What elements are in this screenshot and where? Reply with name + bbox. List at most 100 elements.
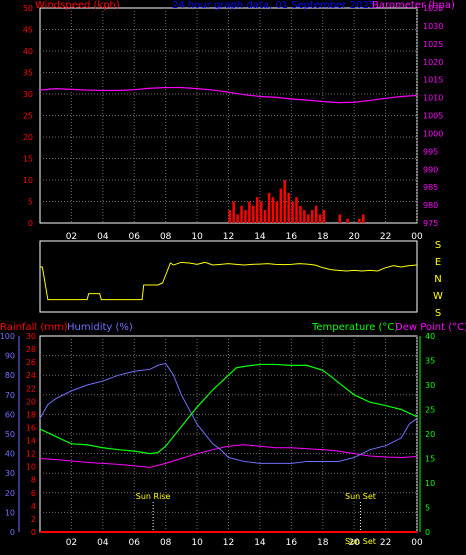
- rainfall-tick-label: 16: [26, 423, 36, 432]
- x-tick-label: 02: [66, 538, 77, 548]
- wind-pressure-x-ticks: 02 04 06 08 10 12 14 16 18 20 22 00: [66, 232, 423, 242]
- compass-label: W: [433, 291, 443, 302]
- humidity-axis-title: Humidity (%): [67, 322, 133, 333]
- windspeed-tick-label: 15: [23, 155, 33, 164]
- x-tick-label: 04: [97, 538, 109, 548]
- windspeed-bar: [287, 192, 290, 223]
- wind-direction-frame: [39, 240, 418, 313]
- compass-label: N: [434, 274, 441, 285]
- temperature-tick-label: 0: [425, 528, 430, 537]
- x-tick-label: 04: [97, 232, 109, 242]
- temperature-tick-label: 35: [425, 357, 435, 366]
- x-tick-label: 22: [380, 232, 391, 242]
- rainfall-tick-label: 4: [31, 502, 36, 511]
- windspeed-bar: [240, 205, 243, 223]
- x-tick-label: 18: [317, 538, 329, 548]
- humidity-tick-label: 40: [5, 450, 15, 459]
- temperature-tick-label: 5: [425, 504, 430, 513]
- temperature-tick-label: 25: [425, 406, 435, 415]
- windspeed-bar: [255, 197, 259, 223]
- barometer-line: [39, 86, 418, 104]
- windspeed-bar: [244, 210, 247, 223]
- x-tick-label: 16: [286, 232, 298, 242]
- humidity-line: [39, 362, 418, 464]
- barometer-axis-ticks: 975 980 985 990 995 1000 1005 1010 1015 1020 1025 1…: [423, 4, 443, 228]
- windspeed-tick-label: 5: [28, 198, 33, 207]
- x-tick-label: 22: [380, 538, 391, 548]
- windspeed-bar: [279, 188, 283, 223]
- windspeed-bar: [318, 214, 322, 223]
- rainfall-tick-label: 26: [26, 358, 36, 367]
- temperature-tick-label: 20: [425, 430, 435, 439]
- rainfall-tick-label: 28: [26, 345, 36, 354]
- barometer-series: [39, 86, 418, 104]
- barometer-tick-label: 980: [423, 201, 438, 210]
- windspeed-tick-label: 10: [23, 176, 33, 185]
- dew-point-series: [39, 444, 418, 468]
- x-tick-label: 06: [129, 232, 141, 242]
- x-tick-label: 08: [160, 538, 172, 548]
- dew-point-line: [39, 444, 418, 468]
- windspeed-bar: [275, 201, 279, 223]
- windspeed-tick-label: 25: [23, 112, 33, 121]
- humidity-tick-label: 70: [5, 391, 15, 400]
- temperature-axis-ticks: 0 5 10 15 20 25 30 35 40: [419, 332, 435, 537]
- x-tick-label: 08: [160, 232, 172, 242]
- compass-label: E: [435, 257, 441, 268]
- windspeed-bar: [303, 210, 306, 223]
- temperature-series: [39, 363, 418, 455]
- x-tick-label: 18: [317, 232, 329, 242]
- temperature-tick-label: 40: [425, 332, 435, 341]
- rainfall-tick-label: 10: [26, 463, 36, 472]
- windspeed-bar: [252, 205, 255, 223]
- windspeed-bar: [310, 210, 314, 223]
- humidity-tick-label: 20: [5, 489, 15, 498]
- windspeed-bar: [236, 214, 239, 223]
- x-tick-label: 20: [348, 232, 360, 242]
- x-tick-label: 06: [129, 538, 141, 548]
- x-tick-label: 12: [223, 538, 234, 548]
- humidity-tick-label: 0: [10, 528, 15, 537]
- humidity-axis-ticks: 0 10 20 30 40 50 60 70 80 90 100: [0, 332, 20, 537]
- temperature-axis-title: Temperature (°C): [311, 322, 398, 333]
- rainfall-tick-label: 24: [26, 371, 36, 380]
- rainfall-tick-label: 20: [26, 397, 36, 406]
- windspeed-bar: [228, 210, 231, 223]
- temperature-tick-label: 10: [425, 479, 435, 488]
- dew-point-axis-title: Dew Point (°C): [395, 322, 466, 333]
- compass-label: S: [435, 240, 441, 251]
- rainfall-tick-label: 0: [31, 528, 36, 537]
- barometer-axis-title: Barometer (hpa): [372, 0, 455, 11]
- windspeed-bars: [228, 180, 365, 223]
- windspeed-tick-label: 40: [23, 47, 33, 56]
- wind-pressure-grid: [40, 8, 418, 223]
- barometer-tick-label: 975: [423, 219, 438, 228]
- windspeed-bar: [283, 180, 286, 223]
- rainfall-tick-label: 8: [31, 476, 36, 485]
- windspeed-bar: [362, 214, 365, 223]
- rainfall-tick-label: 12: [26, 450, 36, 459]
- humidity-tick-label: 80: [5, 371, 15, 380]
- humidity-tick-label: 60: [5, 410, 15, 419]
- sunset-label: Sun Set: [345, 492, 376, 501]
- barometer-tick-label: 1020: [423, 58, 443, 67]
- temperature-tick-label: 15: [425, 455, 435, 464]
- windspeed-axis-ticks: 0 5 10 15 20 25 30 35 40 45 50: [23, 4, 33, 228]
- humidity-tick-label: 50: [5, 430, 15, 439]
- x-tick-label: 10: [191, 232, 203, 242]
- barometer-tick-label: 995: [423, 147, 438, 156]
- windspeed-bar: [295, 197, 298, 223]
- x-tick-label: 12: [223, 232, 234, 242]
- barometer-tick-label: 1005: [423, 112, 443, 121]
- windspeed-bar: [259, 201, 263, 223]
- windspeed-bar: [232, 201, 235, 223]
- windspeed-tick-label: 30: [23, 90, 33, 99]
- sunset-axis-label: Sun Set: [345, 537, 376, 546]
- barometer-tick-label: 990: [423, 165, 438, 174]
- windspeed-bar: [322, 210, 326, 223]
- wind-pressure-frame: [39, 7, 418, 224]
- windspeed-bar: [307, 214, 310, 223]
- windspeed-bar: [248, 201, 251, 223]
